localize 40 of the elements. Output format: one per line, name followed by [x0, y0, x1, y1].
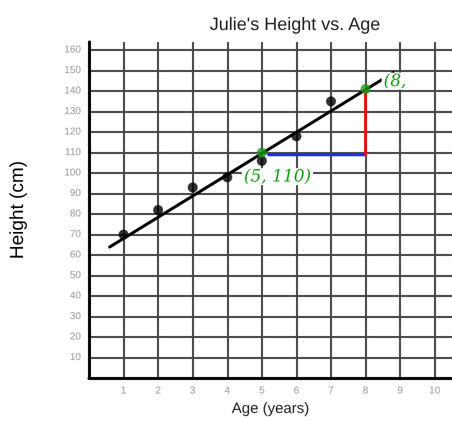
y-tick-label: 10 — [70, 352, 82, 364]
x-tick-label: 10 — [429, 386, 441, 397]
point — [256, 156, 267, 166]
point — [118, 230, 129, 240]
y-tick-label: 160 — [64, 44, 82, 56]
point — [256, 148, 267, 158]
x-tick-label: 5 — [259, 386, 266, 397]
point — [360, 84, 371, 94]
x-tick-label: 2 — [155, 386, 162, 397]
y-tick-label: 40 — [70, 290, 82, 302]
y-tick-label: 80 — [70, 208, 82, 220]
y-tick-label: 150 — [64, 65, 82, 76]
y-tick-label: 50 — [70, 270, 82, 282]
y-tick-label: 100 — [64, 168, 82, 179]
annotation: (5, 110) — [244, 166, 312, 187]
y-tick-label: 130 — [64, 106, 82, 118]
x-tick-label: 7 — [328, 386, 334, 397]
x-tick-label: 6 — [294, 386, 300, 397]
point — [153, 205, 164, 216]
x-tick-label: 3 — [190, 386, 196, 397]
y-tick-label: 70 — [70, 229, 82, 240]
point — [291, 131, 302, 142]
y-tick-label: 60 — [70, 250, 82, 261]
x-tick-label: 8 — [362, 386, 369, 397]
y-tick-label: 120 — [64, 126, 82, 138]
annotation: (8, — [384, 71, 406, 92]
y-tick-label: 90 — [70, 188, 82, 200]
y-tick-label: 20 — [70, 332, 82, 343]
y-axis-title: Height (cm) — [7, 160, 28, 260]
y-tick-label: 140 — [64, 86, 82, 97]
point — [222, 172, 232, 182]
x-tick-label: 4 — [224, 386, 231, 397]
x-tick-label: 9 — [397, 386, 404, 397]
chart-title: Julie's Height vs. Age — [210, 14, 380, 34]
x-tick-label: 1 — [120, 386, 127, 397]
point — [188, 182, 198, 193]
y-tick-label: 110 — [65, 147, 82, 158]
point — [326, 96, 336, 106]
x-axis-title: Age (years) — [232, 400, 310, 417]
y-tick-label: 30 — [70, 311, 82, 322]
